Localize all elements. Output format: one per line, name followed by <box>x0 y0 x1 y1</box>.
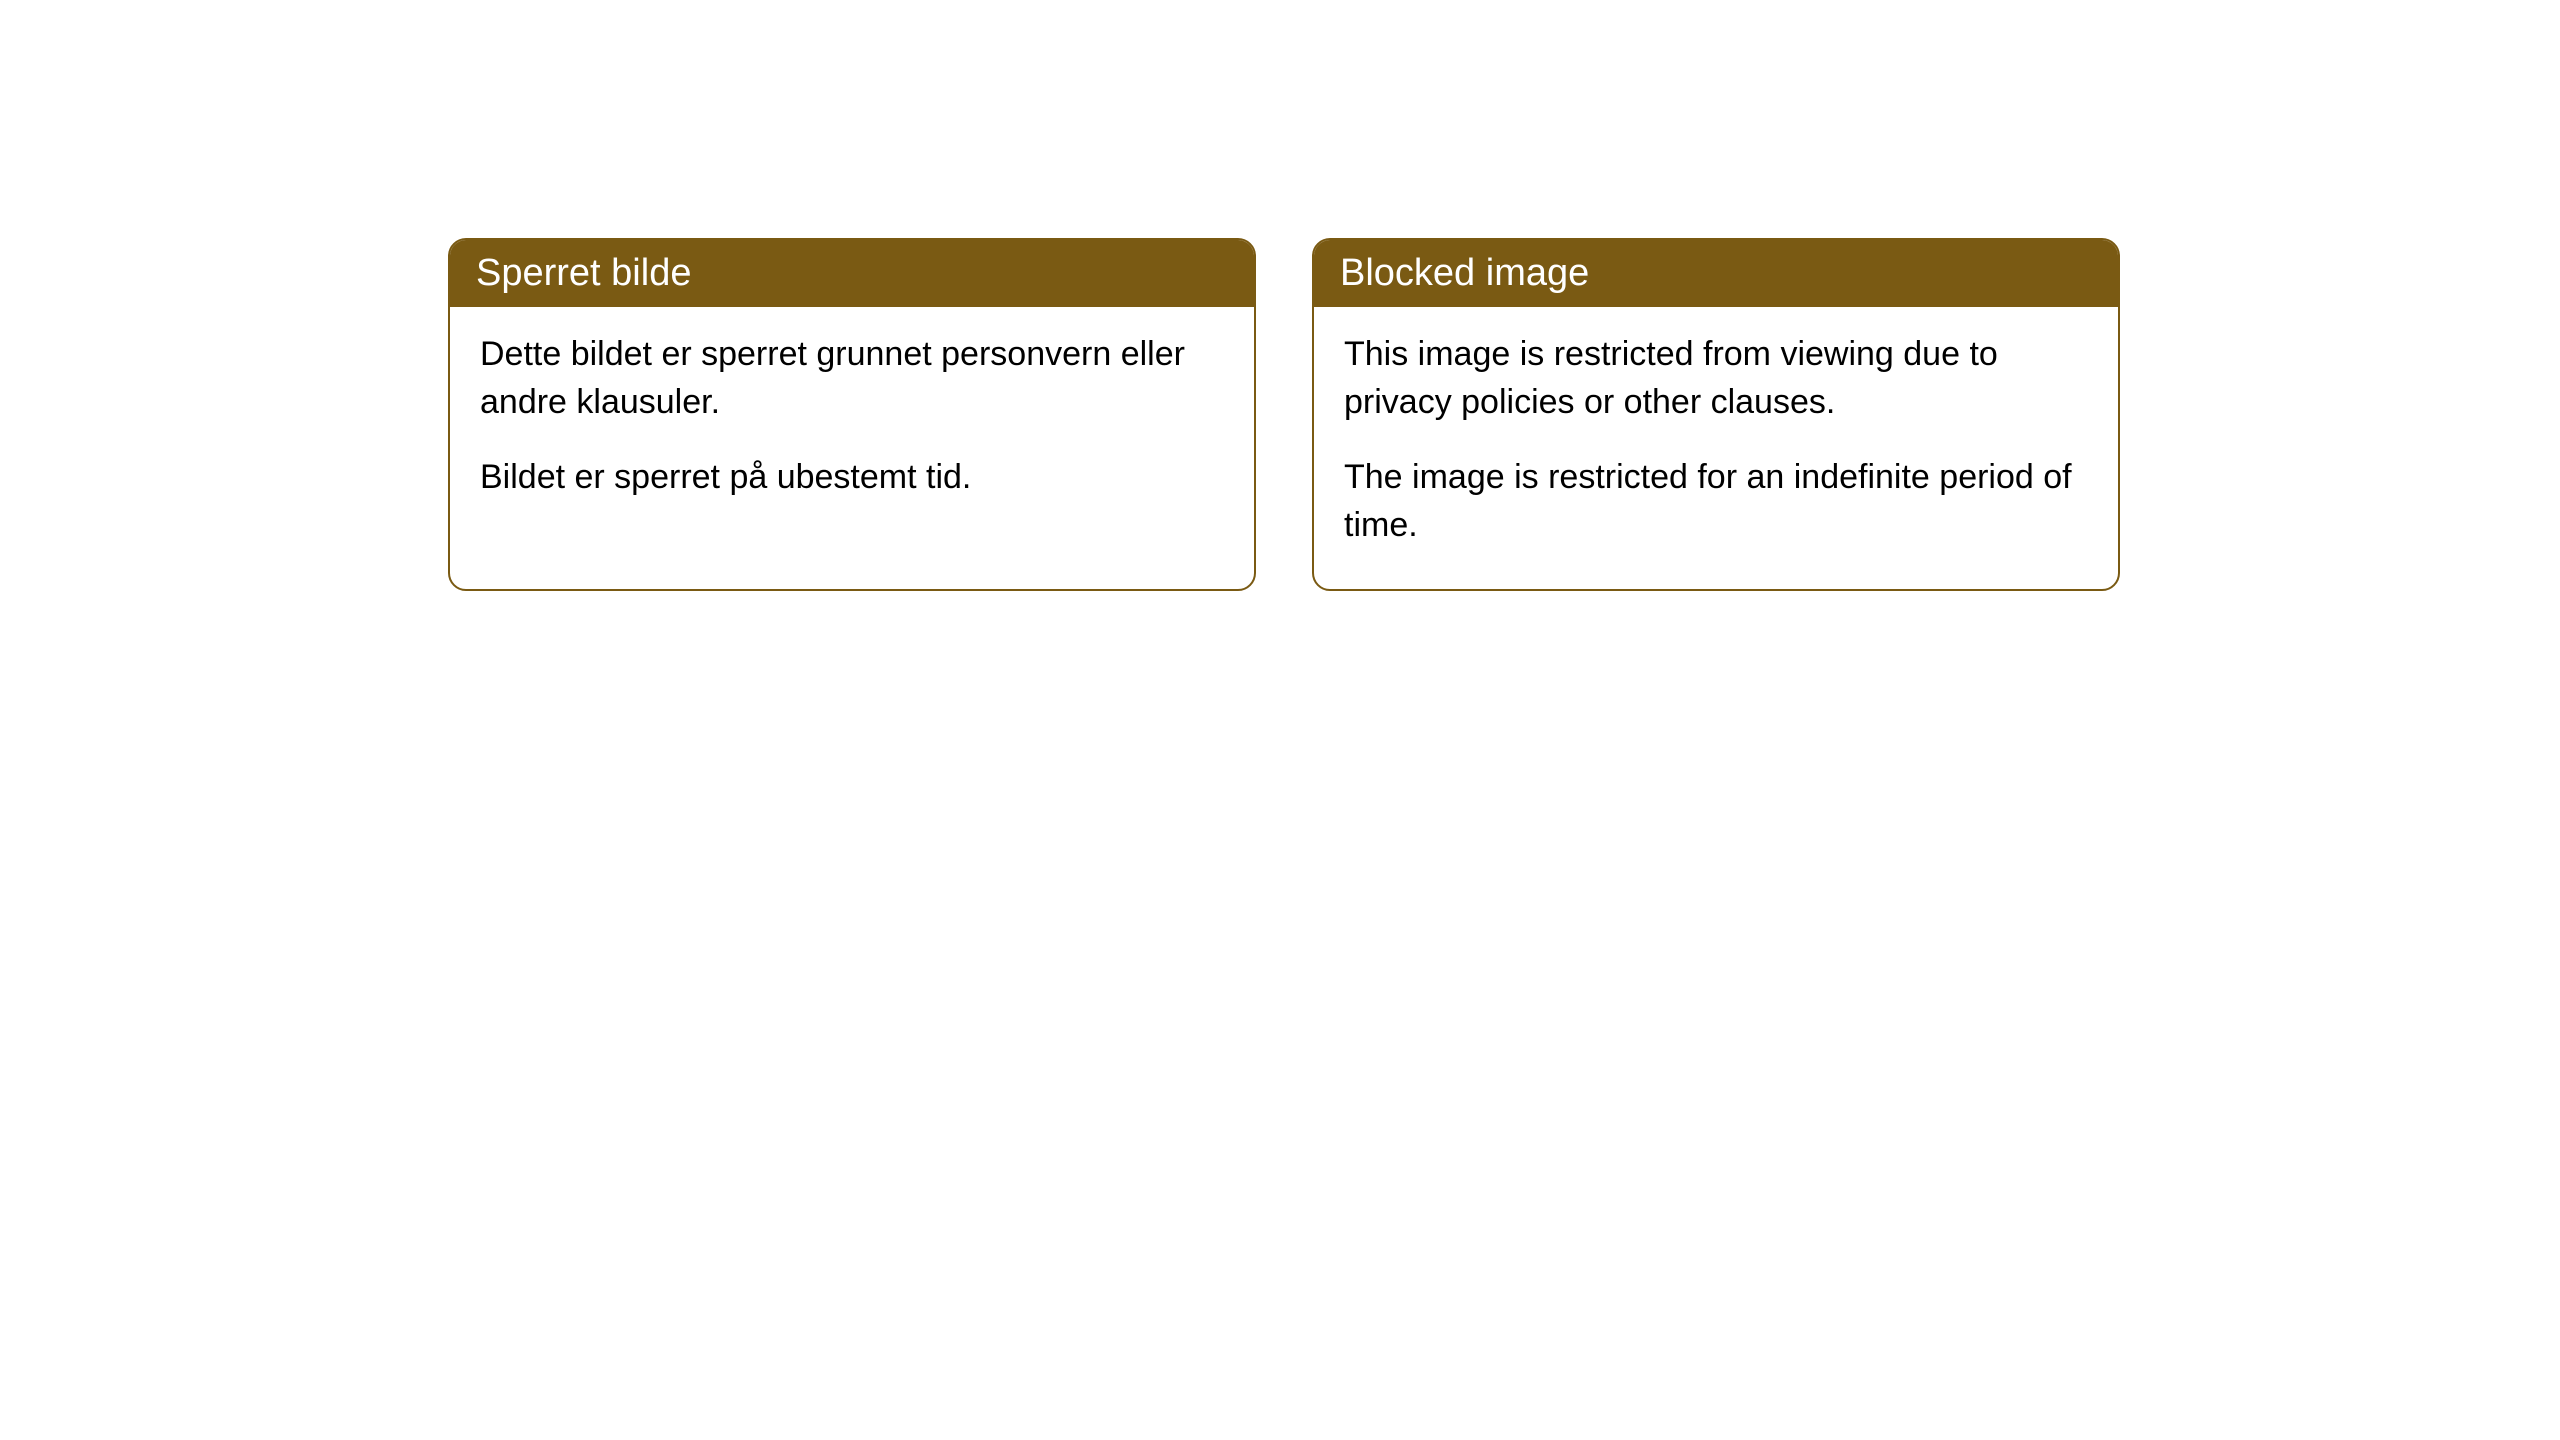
card-body-norwegian: Dette bildet er sperret grunnet personve… <box>450 307 1254 542</box>
card-paragraph-2: The image is restricted for an indefinit… <box>1344 454 2088 549</box>
card-english: Blocked image This image is restricted f… <box>1312 238 2120 591</box>
cards-container: Sperret bilde Dette bildet er sperret gr… <box>0 0 2560 591</box>
card-paragraph-1: This image is restricted from viewing du… <box>1344 331 2088 426</box>
card-norwegian: Sperret bilde Dette bildet er sperret gr… <box>448 238 1256 591</box>
card-paragraph-2: Bildet er sperret på ubestemt tid. <box>480 454 1224 502</box>
card-paragraph-1: Dette bildet er sperret grunnet personve… <box>480 331 1224 426</box>
card-header-english: Blocked image <box>1314 240 2118 307</box>
card-header-norwegian: Sperret bilde <box>450 240 1254 307</box>
card-body-english: This image is restricted from viewing du… <box>1314 307 2118 589</box>
